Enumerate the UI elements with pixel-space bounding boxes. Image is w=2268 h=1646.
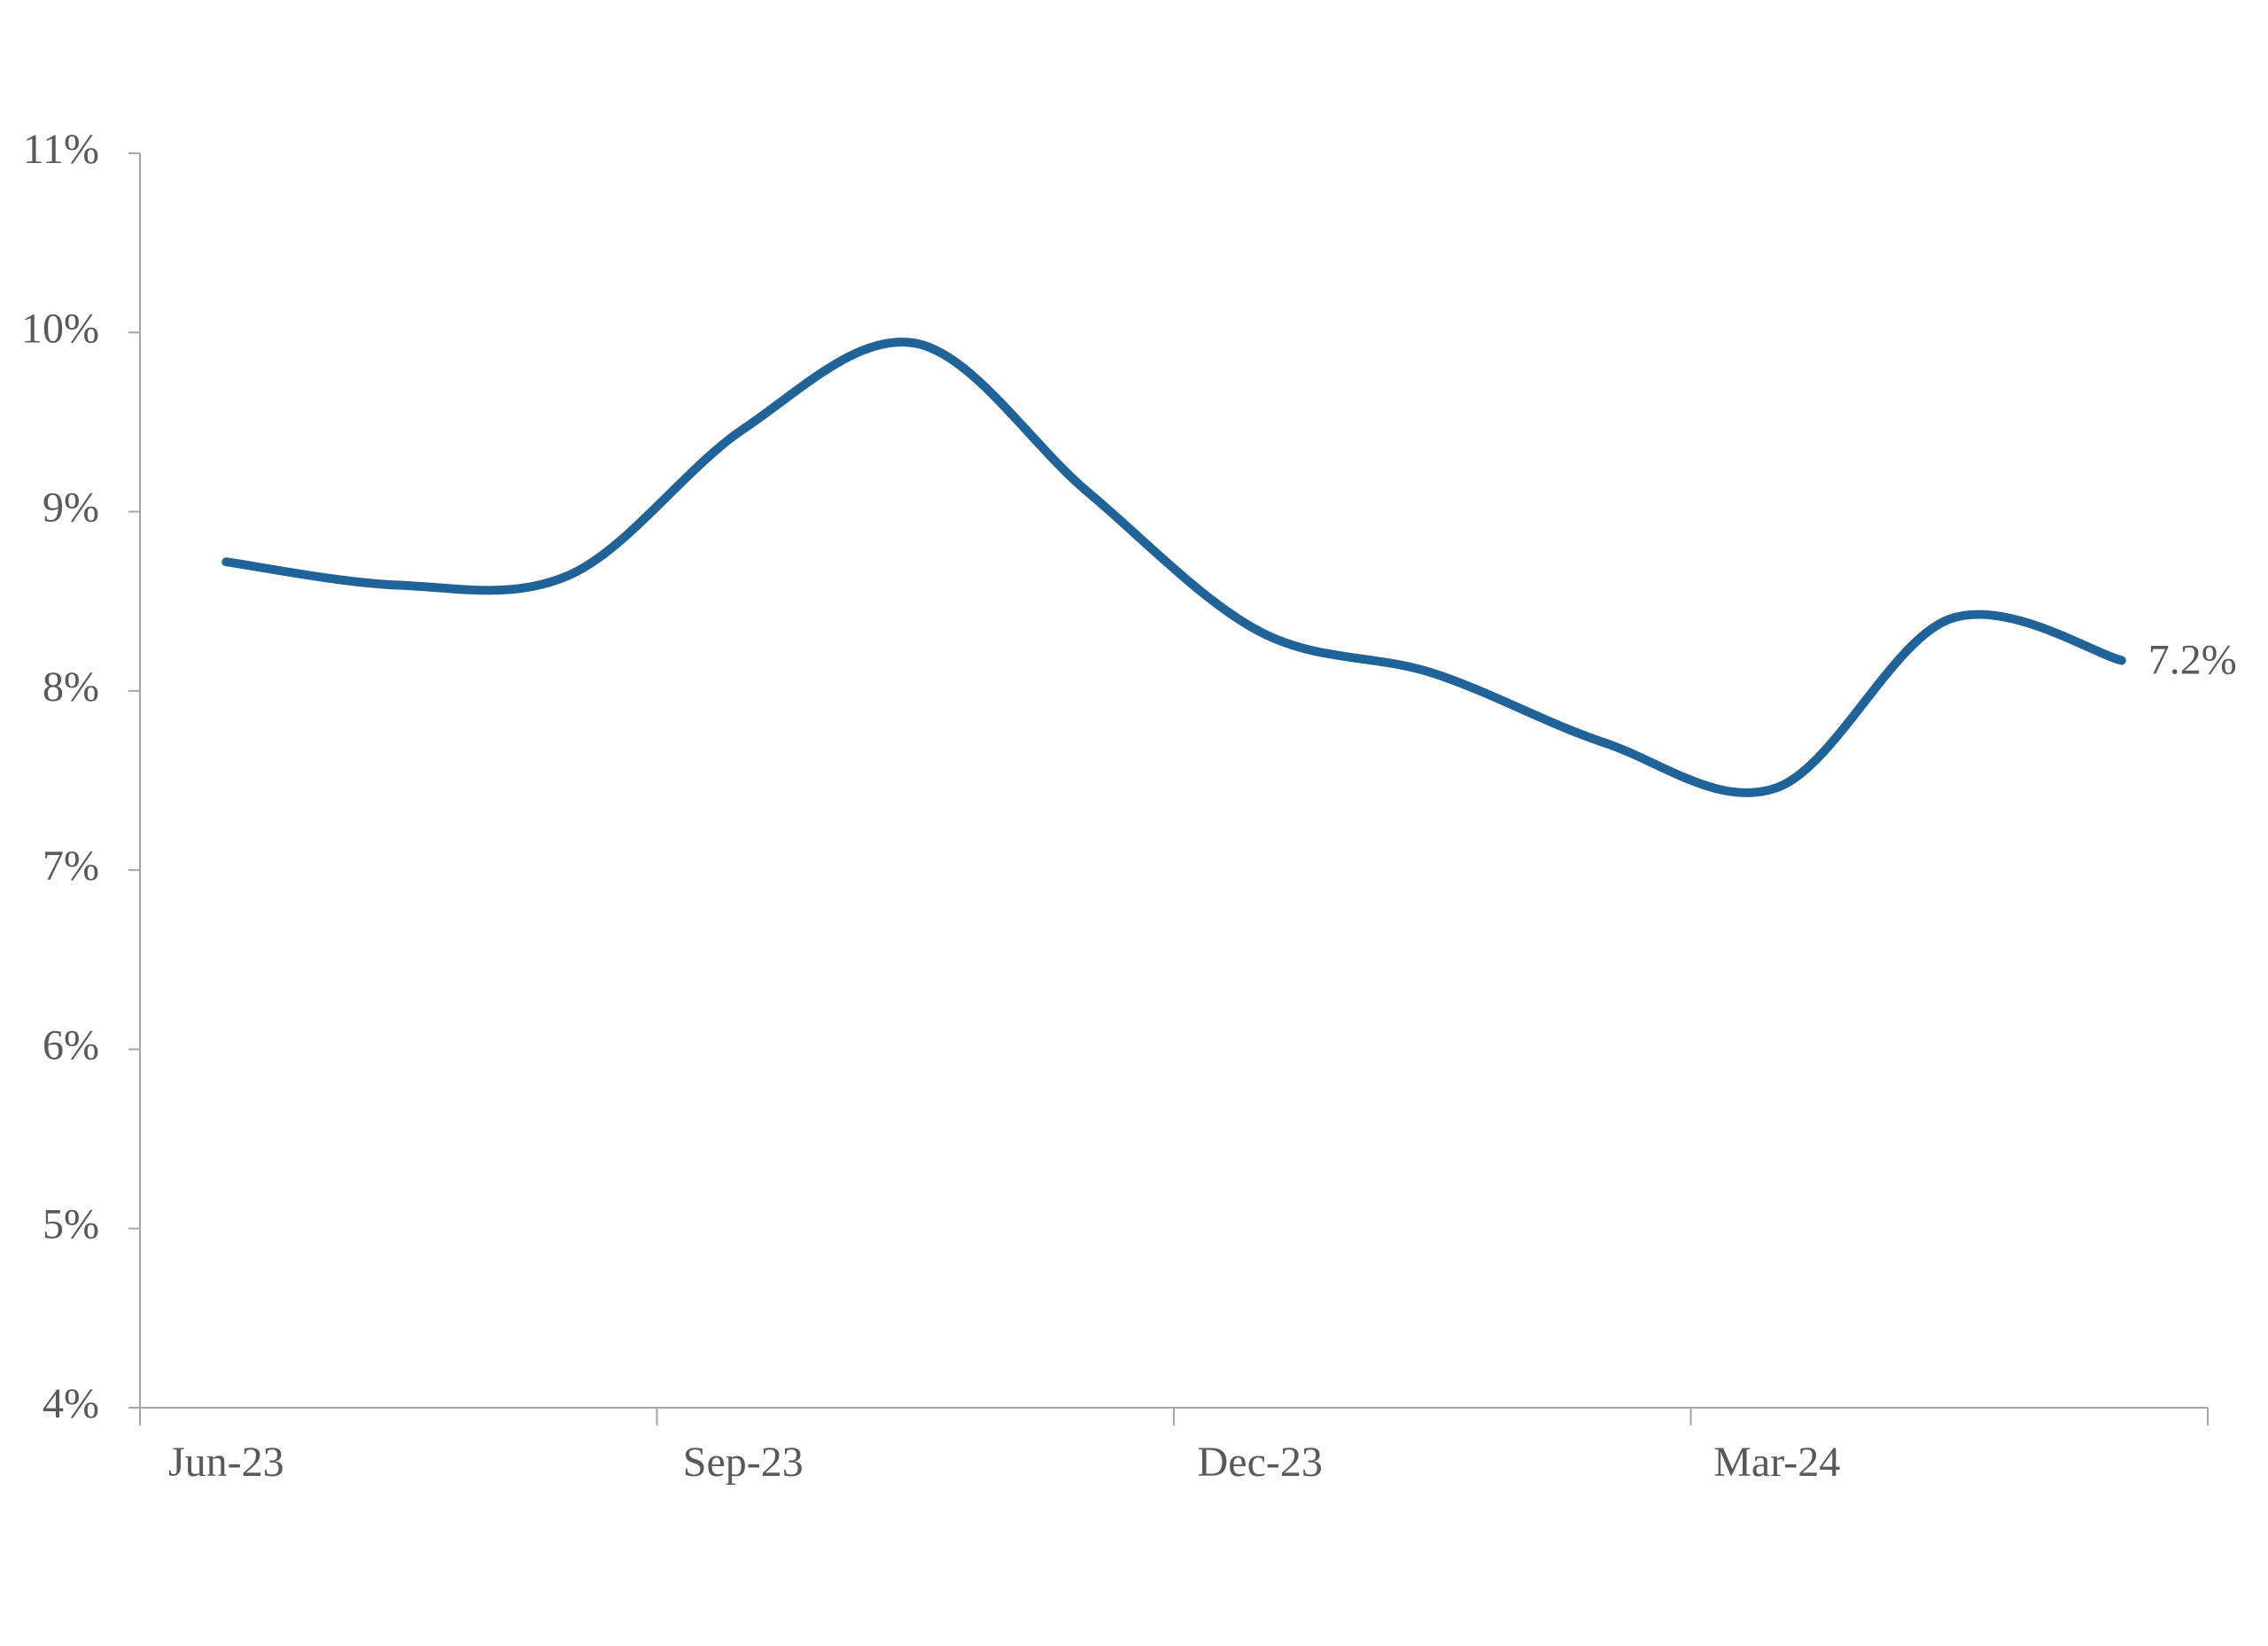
x-tick-label: Jun-23 [168,1439,284,1486]
y-tick-label: 6% [43,1021,99,1068]
y-tick-label: 4% [43,1380,99,1427]
y-tick-label: 9% [43,485,99,532]
x-tick-label: Sep-23 [683,1439,804,1486]
annotation: 7.2% [2148,636,2237,683]
x-tick-label: Dec-23 [1198,1439,1323,1486]
y-tick-label: 8% [43,664,99,710]
y-tick-label: 7% [43,842,99,889]
x-tick-label: Mar-24 [1713,1439,1840,1486]
y-tick-label: 11% [23,126,99,173]
line [221,338,2126,797]
y-tick-label: 5% [43,1201,99,1248]
y-tick-label: 10% [21,305,99,352]
